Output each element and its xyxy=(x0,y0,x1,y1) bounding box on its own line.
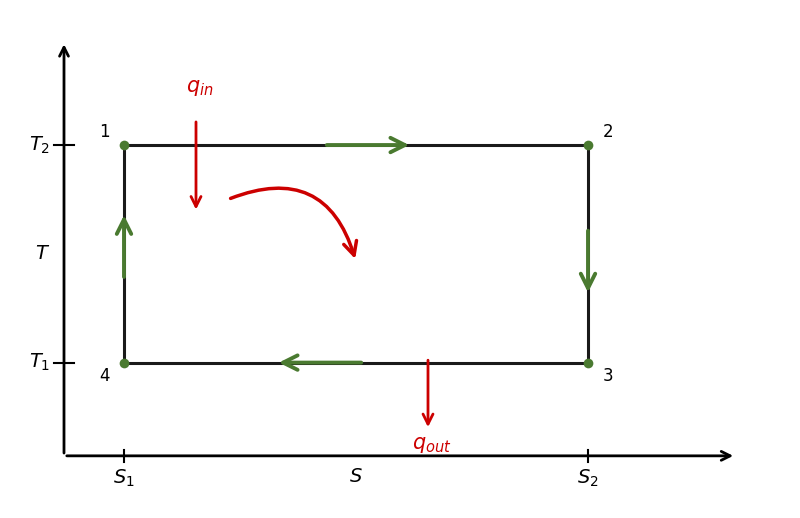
Text: $T_2$: $T_2$ xyxy=(30,134,50,156)
Text: $T_1$: $T_1$ xyxy=(29,352,50,373)
Text: $S_2$: $S_2$ xyxy=(577,467,599,488)
Text: $q_{out}$: $q_{out}$ xyxy=(412,435,452,455)
Text: 2: 2 xyxy=(602,123,613,141)
Text: 4: 4 xyxy=(99,367,110,385)
Text: $S$: $S$ xyxy=(349,467,363,486)
Text: $q_{in}$: $q_{in}$ xyxy=(186,78,214,98)
Text: $S_1$: $S_1$ xyxy=(113,467,135,488)
Text: 3: 3 xyxy=(602,367,613,385)
Text: 1: 1 xyxy=(99,123,110,141)
Text: $T$: $T$ xyxy=(35,244,50,263)
